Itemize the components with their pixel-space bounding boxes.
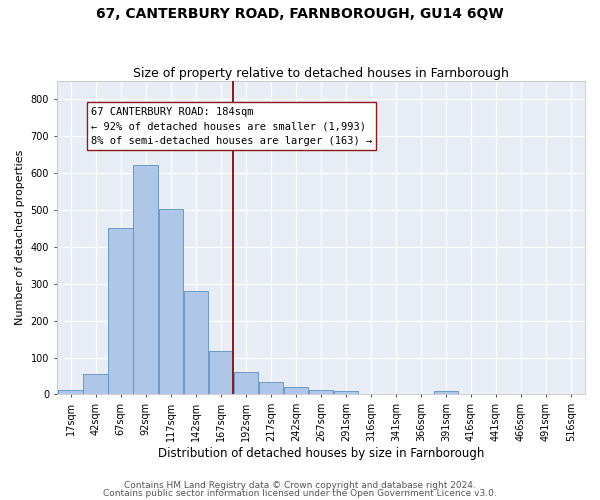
Bar xyxy=(334,391,358,394)
Y-axis label: Number of detached properties: Number of detached properties xyxy=(15,150,25,325)
Title: Size of property relative to detached houses in Farnborough: Size of property relative to detached ho… xyxy=(133,66,509,80)
Text: Contains HM Land Registry data © Crown copyright and database right 2024.: Contains HM Land Registry data © Crown c… xyxy=(124,480,476,490)
Bar xyxy=(308,390,333,394)
Bar xyxy=(184,291,208,395)
Bar xyxy=(259,382,283,394)
X-axis label: Distribution of detached houses by size in Farnborough: Distribution of detached houses by size … xyxy=(158,447,484,460)
Bar xyxy=(284,387,308,394)
Bar xyxy=(434,392,458,394)
Bar xyxy=(109,228,133,394)
Bar xyxy=(209,351,233,395)
Text: Contains public sector information licensed under the Open Government Licence v3: Contains public sector information licen… xyxy=(103,489,497,498)
Bar xyxy=(58,390,83,394)
Text: 67 CANTERBURY ROAD: 184sqm
← 92% of detached houses are smaller (1,993)
8% of se: 67 CANTERBURY ROAD: 184sqm ← 92% of deta… xyxy=(91,106,372,146)
Bar xyxy=(233,372,258,394)
Bar xyxy=(83,374,108,394)
Text: 67, CANTERBURY ROAD, FARNBOROUGH, GU14 6QW: 67, CANTERBURY ROAD, FARNBOROUGH, GU14 6… xyxy=(96,8,504,22)
Bar xyxy=(133,165,158,394)
Bar xyxy=(158,209,183,394)
